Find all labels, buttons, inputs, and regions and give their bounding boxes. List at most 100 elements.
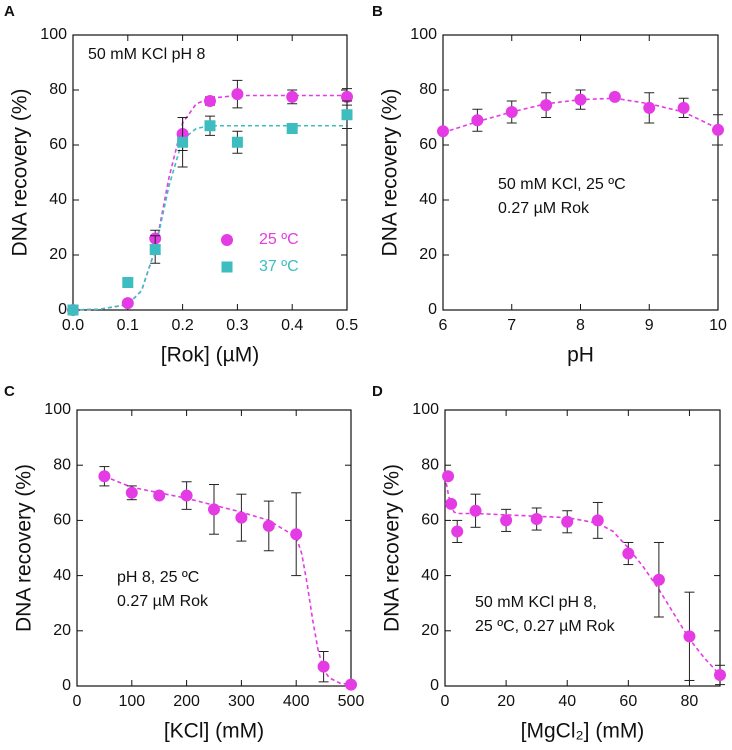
marker [451, 525, 464, 538]
y-tick-label: 0 [430, 677, 439, 694]
panel-label: D [372, 383, 383, 400]
marker [204, 120, 216, 132]
marker [286, 123, 298, 134]
y-tick-label: 100 [412, 401, 439, 418]
y-tick-label: 80 [49, 81, 67, 98]
fit-curve [444, 476, 721, 676]
fit-curve [72, 124, 347, 311]
marker [445, 497, 458, 510]
panel-label: B [372, 3, 383, 20]
marker [204, 95, 216, 107]
y-tick-label: 40 [421, 567, 439, 584]
x-tick-label: 100 [118, 693, 145, 710]
marker [208, 503, 220, 516]
marker [235, 511, 248, 524]
marker [149, 244, 161, 255]
x-tick-label: 0.4 [281, 317, 303, 334]
y-tick-label: 20 [421, 622, 439, 639]
x-tick-label: 80 [681, 693, 699, 710]
x-tick-label: 200 [173, 693, 200, 710]
legend-marker [221, 261, 233, 273]
marker [125, 486, 138, 499]
marker [341, 109, 353, 121]
y-tick-label: 100 [410, 26, 437, 43]
marker [341, 90, 353, 103]
marker [683, 630, 696, 643]
plot-frame [442, 34, 719, 311]
marker [231, 136, 243, 148]
annotation: 0.27 µM Rok [117, 593, 209, 610]
x-tick-label: 40 [558, 693, 576, 710]
x-tick-label: 300 [228, 693, 255, 710]
x-axis-label: [KCl] (mM) [164, 720, 264, 743]
annotation: pH 8, 25 ºC [117, 569, 199, 586]
marker [153, 489, 166, 502]
y-tick-label: 60 [419, 136, 437, 153]
y-tick-label: 60 [421, 512, 439, 529]
annotation: 50 mM KCl, 25 ºC [498, 176, 626, 193]
x-tick-label: 0.2 [171, 317, 193, 334]
marker [231, 88, 244, 101]
x-tick-label: 10 [709, 317, 727, 334]
x-tick-label: 0.3 [226, 317, 248, 334]
y-tick-label: 20 [49, 246, 67, 263]
marker [643, 101, 656, 114]
x-tick-label: 500 [338, 693, 365, 710]
marker [345, 678, 357, 691]
y-tick-label: 20 [419, 246, 437, 263]
y-tick-label: 80 [53, 456, 71, 473]
marker [677, 101, 690, 114]
x-tick-label: 0 [441, 693, 450, 710]
x-tick-label: 8 [576, 317, 585, 334]
x-axis-label: pH [567, 344, 594, 367]
y-tick-label: 100 [40, 26, 67, 43]
legend-marker [221, 234, 233, 246]
marker [591, 514, 604, 527]
panel-label: A [4, 3, 15, 20]
marker [500, 514, 513, 527]
panel: C 0 20 40 60 80 100 0 100 200 300 400 500 [KCl] (mM) D… [4, 383, 364, 743]
y-axis-label: DNA recovery (%) [9, 88, 32, 256]
x-tick-label: 60 [619, 693, 637, 710]
y-tick-label: 40 [53, 567, 71, 584]
marker [180, 489, 193, 502]
marker [540, 99, 553, 112]
x-axis-label: [MgCl₂] (mM) [521, 720, 645, 743]
x-tick-label: 0.0 [62, 317, 84, 334]
legend-label: 37 ºC [259, 258, 299, 275]
legend-label: 25 ºC [259, 231, 299, 248]
fit-curve [104, 475, 352, 686]
panel-label: C [4, 383, 15, 400]
annotation: 50 mM KCl pH 8 [88, 46, 205, 63]
marker [608, 90, 621, 103]
plot-frame [444, 409, 721, 687]
x-tick-label: 6 [439, 317, 448, 334]
marker [574, 93, 587, 106]
marker [286, 90, 299, 103]
annotation: 25 ºC, 0.27 µM Rok [475, 618, 616, 635]
y-axis-label: DNA recovery (%) [379, 88, 402, 256]
x-tick-label: 0.5 [336, 317, 358, 334]
y-tick-label: 100 [44, 401, 71, 418]
marker [122, 277, 134, 288]
annotation: 50 mM KCl pH 8, [475, 594, 597, 611]
x-tick-label: 9 [645, 317, 654, 334]
plot-frame [76, 409, 352, 687]
marker [262, 519, 275, 532]
marker [471, 114, 484, 127]
marker [530, 513, 543, 526]
y-tick-label: 0 [58, 301, 67, 318]
marker [652, 573, 665, 586]
y-axis-label: DNA recovery (%) [13, 464, 36, 632]
marker [121, 297, 134, 310]
annotation: 0.27 µM Rok [498, 200, 590, 217]
marker [714, 668, 726, 681]
legend-item: 37 ºC [221, 258, 299, 275]
x-tick-label: 0.1 [117, 317, 139, 334]
marker [712, 123, 724, 136]
marker [290, 528, 303, 541]
y-tick-label: 80 [419, 81, 437, 98]
marker [317, 660, 330, 673]
y-tick-label: 40 [49, 191, 67, 208]
